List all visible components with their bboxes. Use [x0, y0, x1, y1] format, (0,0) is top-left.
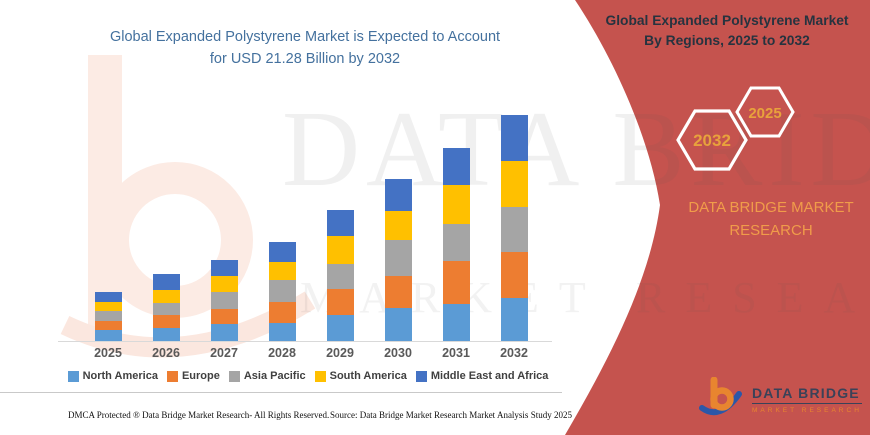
- footer-source: Source: Data Bridge Market Research Mark…: [330, 410, 572, 420]
- x-axis-label-2032: 2032: [500, 346, 528, 360]
- legend-swatch: [228, 370, 240, 382]
- brand-text-line2: RESEARCH: [729, 221, 813, 239]
- x-axis-label-2025: 2025: [94, 346, 122, 360]
- x-axis-label-2031: 2031: [442, 346, 470, 360]
- legend-item-north-america: North America: [67, 370, 158, 382]
- bar-segment-europe: [210, 309, 238, 324]
- bar-segment-europe: [442, 261, 470, 304]
- bar-segment-south-america: [326, 235, 354, 264]
- brand-text-line1: DATA BRIDGE MARKET: [688, 199, 854, 216]
- bar-segment-north-america: [94, 330, 122, 341]
- chart-title: Global Expanded Polystyrene Market is Ex…: [55, 27, 555, 71]
- bar-segment-asia-pacific: [500, 207, 528, 252]
- x-axis-label-2027: 2027: [210, 346, 238, 360]
- plot-area: [60, 100, 555, 341]
- x-axis-label-2030: 2030: [384, 346, 412, 360]
- bar-segment-south-america: [442, 184, 470, 225]
- bar-segment-europe: [384, 276, 412, 309]
- bar-2029: [326, 210, 354, 341]
- bar-segment-north-america: [326, 314, 354, 341]
- x-axis-line: [58, 341, 552, 342]
- bar-segment-north-america: [210, 324, 238, 341]
- bar-segment-europe: [268, 301, 296, 323]
- bar-segment-asia-pacific: [152, 302, 180, 315]
- bar-segment-asia-pacific: [326, 263, 354, 289]
- logo-name: DATA BRIDGE: [752, 385, 862, 404]
- bar-segment-south-america: [94, 301, 122, 312]
- legend-label: Asia Pacific: [243, 370, 306, 382]
- bar-segment-europe: [94, 320, 122, 331]
- bar-2031: [442, 147, 470, 341]
- x-axis-label-2026: 2026: [152, 346, 180, 360]
- x-axis-label-2029: 2029: [326, 346, 354, 360]
- legend-swatch: [314, 370, 326, 382]
- legend-item-south-america: South America: [314, 370, 407, 382]
- right-heading-line2: By Regions, 2025 to 2032: [644, 32, 810, 48]
- legend-swatch: [415, 370, 427, 382]
- legend-label: Europe: [181, 370, 220, 382]
- hexagon-2025: [735, 86, 795, 138]
- bar-segment-middle-east-and-africa: [326, 210, 354, 236]
- bar-segment-middle-east-and-africa: [94, 292, 122, 302]
- bar-segment-north-america: [384, 308, 412, 341]
- chart-legend: North America Europe Asia Pacific South Ame…: [58, 370, 558, 382]
- legend-swatch: [166, 370, 178, 382]
- legend-label: North America: [82, 370, 158, 382]
- bar-segment-south-america: [210, 276, 238, 293]
- brand-text: DATA BRIDGE MARKET RESEARCH: [665, 197, 870, 242]
- bar-segment-middle-east-and-africa: [442, 147, 470, 185]
- bar-segment-europe: [500, 251, 528, 298]
- bar-segment-middle-east-and-africa: [384, 178, 412, 212]
- bar-2032: [500, 115, 528, 341]
- footer-divider: [0, 392, 562, 393]
- bar-segment-middle-east-and-africa: [210, 260, 238, 277]
- bar-segment-asia-pacific: [94, 311, 122, 321]
- legend-item-europe: Europe: [166, 370, 220, 382]
- bar-2030: [384, 178, 412, 341]
- hexagon-2032: [676, 109, 748, 171]
- year-hexagons: 2032 2025: [676, 86, 795, 171]
- bar-segment-asia-pacific: [268, 279, 296, 302]
- bar-segment-asia-pacific: [442, 224, 470, 262]
- logo-tagline: MARKET RESEARCH: [752, 406, 862, 414]
- footer-dmca: DMCA Protected ® Data Bridge Market Rese…: [68, 410, 330, 420]
- legend-label: Middle East and Africa: [430, 370, 549, 382]
- legend-label: South America: [329, 370, 407, 382]
- bar-segment-south-america: [384, 211, 412, 241]
- bar-segment-middle-east-and-africa: [268, 242, 296, 262]
- chart-title-line1: Global Expanded Polystyrene Market is Ex…: [109, 29, 501, 45]
- chart-title-line2: for USD 21.28 Billion by 2032: [209, 50, 401, 67]
- bar-segment-north-america: [152, 328, 180, 341]
- legend-swatch: [67, 370, 79, 382]
- logo-text-block: DATA BRIDGE MARKET RESEARCH: [752, 385, 862, 414]
- bar-segment-middle-east-and-africa: [152, 274, 180, 291]
- logo-b-icon: [699, 377, 742, 416]
- bar-segment-north-america: [500, 297, 528, 341]
- dbmr-logo: DATA BRIDGE MARKET RESEARCH: [698, 377, 862, 421]
- bar-segment-europe: [326, 289, 354, 315]
- bar-2028: [268, 242, 296, 341]
- legend-item-middle-east-and-africa: Middle East and Africa: [415, 370, 549, 382]
- bar-segment-south-america: [268, 261, 296, 280]
- bar-2025: [94, 292, 122, 341]
- right-panel-heading: Global Expanded Polystyrene Market By Re…: [588, 11, 866, 50]
- bar-segment-south-america: [152, 290, 180, 303]
- right-heading-line1: Global Expanded Polystyrene Market: [605, 13, 849, 28]
- legend-item-asia-pacific: Asia Pacific: [228, 370, 306, 382]
- hexagon-2025-label: 2025: [748, 105, 781, 122]
- bar-2026: [152, 274, 180, 341]
- bar-2027: [210, 260, 238, 341]
- bar-segment-asia-pacific: [210, 292, 238, 310]
- bar-segment-north-america: [442, 303, 470, 341]
- x-axis-label-2028: 2028: [268, 346, 296, 360]
- hexagon-2032-label: 2032: [693, 131, 731, 150]
- bar-segment-south-america: [500, 160, 528, 208]
- bar-segment-asia-pacific: [384, 240, 412, 277]
- bar-segment-middle-east-and-africa: [500, 115, 528, 161]
- bar-segment-north-america: [268, 323, 296, 341]
- bar-segment-europe: [152, 314, 180, 329]
